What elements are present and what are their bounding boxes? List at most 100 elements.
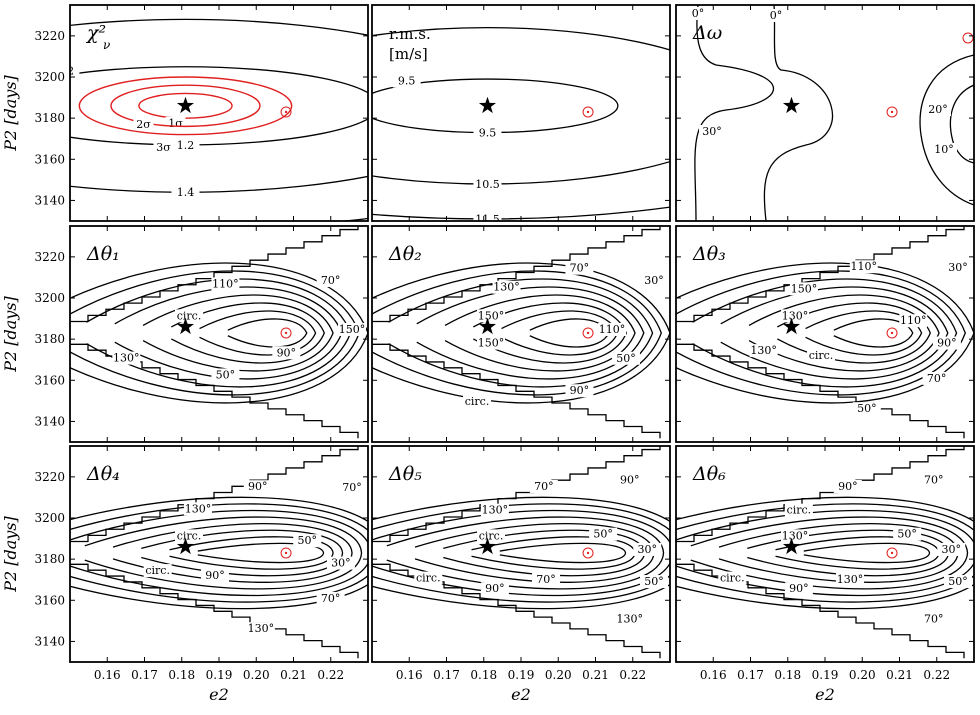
best-fit-star (478, 96, 496, 114)
reference-point-marker (886, 547, 898, 559)
label-bg (565, 261, 594, 275)
contour-label: 50° (897, 528, 917, 541)
contour-label: 70° (924, 473, 944, 486)
contour-label: 70° (321, 592, 341, 605)
panel-chi2: 1σ2σ3σ1.21.21.41.41.61.6χ²ν3140316031803… (1, 4, 369, 222)
label-bg (338, 481, 366, 495)
panel-title: Δθ₆ (692, 463, 726, 485)
contour-label: 30° (942, 543, 962, 556)
panel-dtheta1: circ. 110° 70° 150° 90° 50° 130° Δθ₁ 3140 3160 318… (1, 225, 369, 443)
panel-dtheta6: 130° circ. 90° 70° 50° 30° 50° 70° 130° 90° circ. Δ… (675, 445, 975, 704)
contour-label: circ. (479, 529, 504, 542)
panel-title: χ² (85, 22, 106, 44)
contour-label: circ. (177, 529, 202, 542)
contour-label: 130° (113, 352, 140, 365)
contour-label: 50° (616, 352, 636, 365)
contour-label: 130° (782, 529, 809, 542)
contour-line (70, 496, 368, 610)
label-bg (326, 556, 355, 570)
contour-line (676, 226, 965, 323)
contour-label: 130° (617, 613, 644, 626)
reference-point-marker (962, 32, 974, 44)
contour-label: circ. (809, 349, 834, 362)
contour-label: circ. (720, 572, 745, 585)
contour-label: 50° (644, 575, 664, 588)
contour-line (388, 278, 654, 388)
x-tick-label: 0.16 (396, 668, 423, 682)
panel-title: ν (103, 38, 110, 52)
panel-title: [m/s] (389, 45, 428, 63)
contour-line (372, 496, 670, 610)
contour-label: circ. (465, 395, 490, 408)
contour-line (676, 343, 965, 439)
y-tick-label: 3160 (34, 373, 65, 387)
label-bg (718, 571, 747, 585)
best-fit-star (176, 537, 194, 555)
label-bg (611, 351, 640, 365)
panel-title: r.m.s. (389, 25, 431, 43)
label-bg (784, 582, 813, 596)
x-tick-label: 0.16 (94, 668, 121, 682)
x-axis-label: e2 (815, 685, 835, 704)
contour-label: 110° (599, 323, 626, 336)
label-bg (784, 503, 813, 517)
label-bg (893, 527, 922, 541)
contour-label: 70° (536, 573, 556, 586)
x-tick-label: 0.21 (582, 668, 609, 682)
x-tick-label: 0.19 (206, 668, 233, 682)
contour-line (70, 226, 359, 323)
label-bg (749, 344, 778, 358)
contour-label: 90° (277, 346, 297, 359)
contour-label: 90° (838, 480, 858, 493)
label-bg (925, 103, 951, 116)
label-bg (781, 529, 810, 543)
label-bg (932, 336, 961, 350)
x-tick-label: 0.20 (243, 668, 270, 682)
label-bg (640, 273, 668, 287)
best-fit-star (478, 317, 496, 335)
contour-label: 10° (934, 143, 954, 156)
contour-label: 50° (857, 402, 877, 415)
contour-line (720, 286, 949, 380)
contour-group: circ. 130° 70° 90° 50° 30° 50° 130° 70° 90° circ. (372, 446, 670, 659)
label-bg (640, 575, 668, 589)
label-bg (293, 534, 322, 548)
y-tick-label: 3200 (34, 511, 65, 525)
label-bg (477, 336, 506, 350)
contour-label: 0° (770, 9, 783, 22)
panel-dtheta4: circ. 130° 90° 70° 50° 30° 70° 130° 90° circ. Δθ₄ 0… (1, 445, 369, 704)
reference-point-marker (582, 106, 594, 118)
contour-label: 70° (924, 613, 944, 626)
label-bg (565, 384, 594, 398)
label-bg (849, 260, 878, 274)
label-bg (532, 572, 561, 586)
y-tick-label: 3140 (34, 634, 65, 648)
label-bg (246, 622, 275, 636)
contour-line (676, 496, 974, 610)
y-tick-label: 3220 (34, 470, 65, 484)
sigma-label: 2σ (136, 118, 151, 131)
panel-dtheta3: 130° 150° 110° 30° 110° 90° 70° 50° circ. 130° Δθ₃ (675, 225, 975, 443)
contour-label: 50° (593, 528, 613, 541)
contour-label: 110° (851, 260, 878, 273)
label-bg (316, 591, 345, 605)
contour-line (919, 54, 974, 206)
label-bg (598, 322, 627, 336)
contour-line (692, 278, 958, 388)
contour-line (170, 302, 326, 364)
reference-point-marker (886, 327, 898, 339)
best-fit-star (176, 96, 194, 114)
y-tick-label: 3180 (34, 111, 65, 125)
label-bg (201, 569, 230, 583)
y-tick-label: 3200 (34, 70, 65, 84)
contour-label: 130° (482, 504, 509, 517)
contour-label: 30° (638, 543, 658, 556)
label-bg (807, 349, 836, 363)
x-tick-label: 0.18 (168, 668, 195, 682)
contour-label: 70° (321, 274, 341, 287)
contour-label: 130° (248, 622, 275, 635)
label-bg (931, 143, 957, 156)
contour-label: 30° (948, 261, 968, 274)
x-tick-label: 0.17 (131, 668, 158, 682)
reference-point-dot (890, 551, 894, 555)
